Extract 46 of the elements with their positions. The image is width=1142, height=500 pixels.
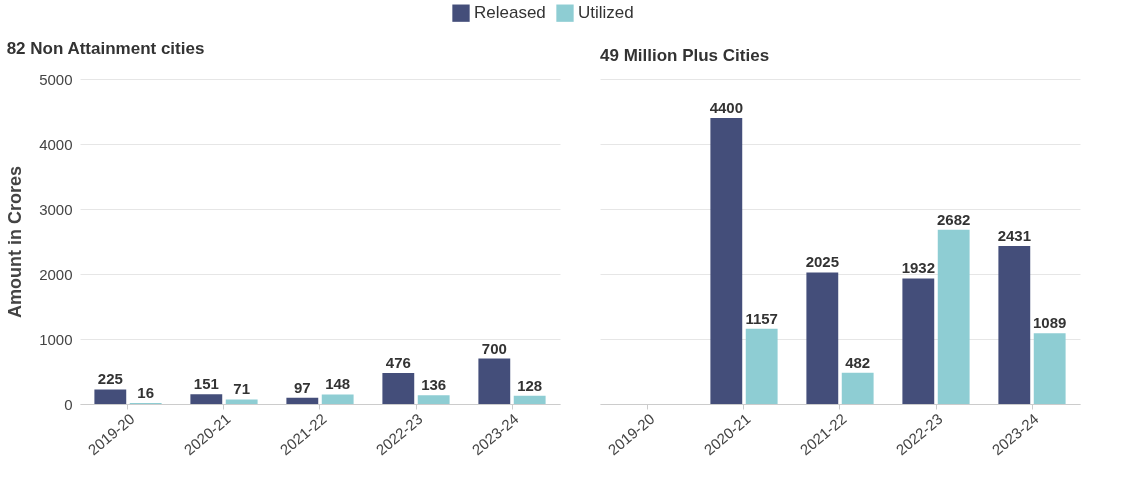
legend-label: Utilized: [578, 3, 634, 23]
data-label: 1157: [745, 309, 778, 327]
data-label: 476: [385, 354, 411, 372]
bar: [806, 272, 839, 404]
legend-label: Released: [474, 3, 546, 23]
bar: [478, 358, 511, 404]
data-label: 482: [845, 353, 871, 371]
y-tick-label: 3000: [39, 200, 73, 218]
y-tick-label: 2000: [39, 265, 73, 283]
bar: [745, 328, 778, 404]
bar: [841, 372, 874, 404]
bar: [382, 373, 415, 404]
y-tick-label: 0: [64, 395, 73, 413]
data-label: 71: [233, 380, 251, 398]
data-label: 97: [293, 378, 311, 396]
bar: [94, 389, 127, 404]
data-label: 136: [421, 376, 447, 394]
data-label: 2025: [805, 253, 839, 271]
bar: [937, 229, 970, 404]
data-label: 2682: [937, 210, 971, 228]
data-label: 151: [193, 375, 219, 393]
data-label: 1932: [901, 259, 935, 277]
bar: [190, 394, 223, 404]
bar: [710, 118, 743, 404]
bar: [513, 395, 546, 404]
data-label: 2431: [997, 226, 1031, 244]
data-label: 16: [137, 383, 155, 401]
bar: [1033, 333, 1066, 404]
bar: [225, 399, 258, 404]
data-label: 128: [517, 376, 543, 394]
y-tick-label: 1000: [39, 330, 73, 348]
bar: [902, 278, 935, 404]
y-tick-label: 4000: [39, 135, 73, 153]
chart-title: 49 Million Plus Cities: [600, 46, 770, 65]
y-axis-title: Amount in Crores: [5, 165, 26, 319]
data-label: 4400: [709, 99, 743, 116]
bar: [998, 245, 1031, 404]
bar: [321, 394, 354, 404]
bar: [286, 397, 319, 404]
bar: [417, 395, 450, 404]
data-label: 700: [481, 339, 507, 357]
chart-title: 82 Non Attainment cities: [6, 39, 205, 58]
y-tick-label: 5000: [39, 70, 73, 88]
data-label: 225: [97, 370, 123, 388]
data-label: 148: [325, 375, 351, 393]
data-label: 1089: [1033, 314, 1067, 332]
